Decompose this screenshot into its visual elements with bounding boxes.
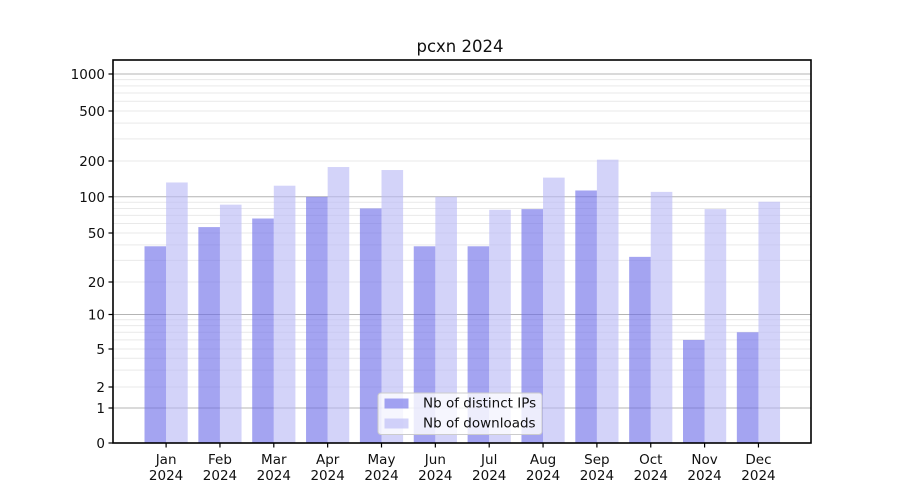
bar-downloads-nov [704, 209, 727, 443]
y-tick-label: 100 [79, 190, 105, 206]
x-tick-label-year: 2024 [203, 468, 237, 484]
x-tick-label-year: 2024 [418, 468, 452, 484]
bar-distinct-ips-oct [629, 256, 651, 443]
bar-distinct-ips-feb [198, 227, 220, 443]
y-tick-label: 2 [96, 380, 105, 396]
x-tick-label-month: Apr [316, 452, 340, 468]
x-tick-label-month: Feb [208, 452, 232, 468]
x-tick-label-year: 2024 [257, 468, 291, 484]
y-tick-label: 1000 [71, 67, 105, 83]
y-tick-label: 20 [88, 275, 105, 291]
x-tick-label-year: 2024 [634, 468, 668, 484]
x-tick-label-month: Jun [424, 452, 446, 468]
bar-distinct-ips-jan [144, 246, 167, 443]
bar-downloads-jul [489, 209, 511, 443]
y-tick-label: 200 [79, 154, 105, 170]
bar-downloads-dec [758, 201, 781, 443]
y-tick-label: 500 [79, 104, 105, 120]
bar-downloads-jan [166, 182, 188, 443]
x-tick-label-year: 2024 [687, 468, 721, 484]
y-tick-label: 50 [88, 226, 105, 242]
bar-distinct-ips-nov [683, 339, 705, 443]
x-tick-label-year: 2024 [741, 468, 775, 484]
x-tick-label-month: Oct [639, 452, 662, 468]
bar-downloads-aug [543, 177, 565, 443]
legend-swatch-downloads [384, 418, 409, 429]
x-tick-label-month: Mar [261, 452, 287, 468]
plot-border [112, 59, 812, 444]
x-tick-label-month: Jan [155, 452, 177, 468]
x-tick-label-month: Aug [530, 452, 556, 468]
bar-downloads-sep [596, 159, 619, 443]
bar-downloads-mar [273, 185, 296, 443]
x-tick-label-month: Jul [480, 452, 497, 468]
bar-downloads-feb [219, 204, 242, 443]
legend-swatch-distinct-ips [384, 398, 409, 409]
bar-distinct-ips-sep [575, 190, 597, 443]
bar-downloads-jun [435, 196, 457, 443]
x-tick-label-month: May [368, 452, 396, 468]
bar-downloads-oct [650, 191, 673, 443]
y-tick-label: 5 [96, 342, 105, 358]
x-tick-label-year: 2024 [364, 468, 398, 484]
x-tick-label-month: Sep [584, 452, 609, 468]
y-tick-label: 1 [96, 401, 105, 417]
x-tick-label-year: 2024 [149, 468, 183, 484]
x-tick-label-month: Nov [691, 452, 717, 468]
bar-downloads-may [381, 170, 404, 444]
x-tick-label-month: Dec [745, 452, 771, 468]
legend-label: Nb of downloads [423, 416, 536, 432]
bar-distinct-ips-may [359, 208, 382, 443]
x-tick-label-year: 2024 [472, 468, 506, 484]
bar-downloads-apr [327, 167, 350, 443]
bar-distinct-ips-aug [521, 209, 544, 443]
x-tick-label-year: 2024 [310, 468, 344, 484]
x-tick-label-year: 2024 [526, 468, 560, 484]
legend-label: Nb of distinct IPs [423, 396, 536, 412]
bar-distinct-ips-dec [736, 332, 759, 443]
bar-distinct-ips-apr [306, 196, 328, 443]
legend-box [377, 392, 543, 435]
x-tick-label-year: 2024 [580, 468, 614, 484]
chart-title: pcxn 2024 [416, 37, 503, 56]
bar-distinct-ips-mar [252, 218, 274, 443]
y-tick-label: 10 [88, 308, 105, 324]
y-tick-label: 0 [96, 436, 105, 452]
